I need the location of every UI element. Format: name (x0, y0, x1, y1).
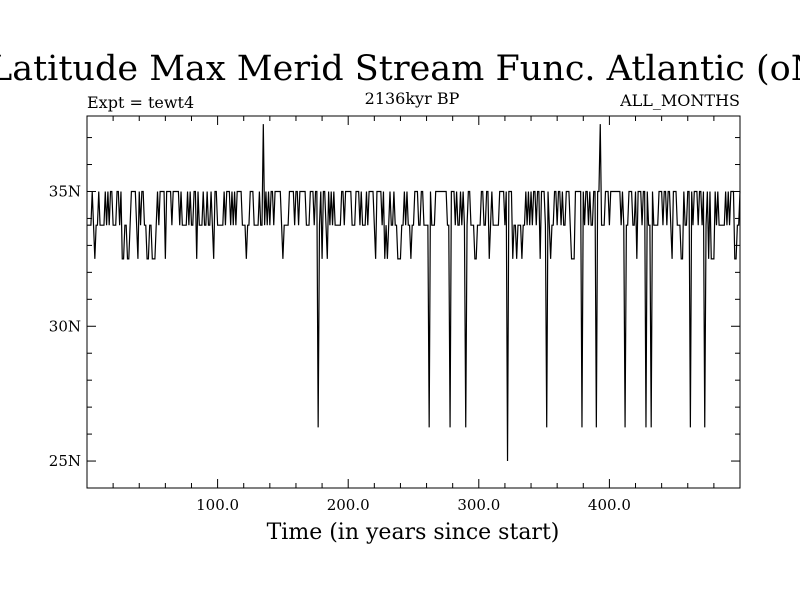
x-tick-label: 400.0 (588, 496, 631, 514)
y-tick-label: 25N (49, 452, 81, 470)
period-label: 2136kyr BP (365, 89, 460, 108)
y-tick-label: 30N (49, 317, 81, 335)
series-line (87, 124, 741, 462)
plot-frame (86, 115, 741, 489)
x-tick-label: 200.0 (327, 496, 370, 514)
x-tick-label: 100.0 (196, 496, 239, 514)
y-tick-label: 35N (49, 182, 81, 200)
x-axis-label: Time (in years since start) (267, 520, 560, 545)
months-label: ALL_MONTHS (619, 91, 740, 110)
chart-title: Latitude Max Merid Stream Func. Atlantic… (0, 49, 800, 89)
x-tick-label: 300.0 (457, 496, 500, 514)
plot-area: 100.0 200.0 300.0 400.0 25N 30N 35N (49, 115, 741, 514)
experiment-label: Expt = tewt4 (87, 93, 194, 112)
